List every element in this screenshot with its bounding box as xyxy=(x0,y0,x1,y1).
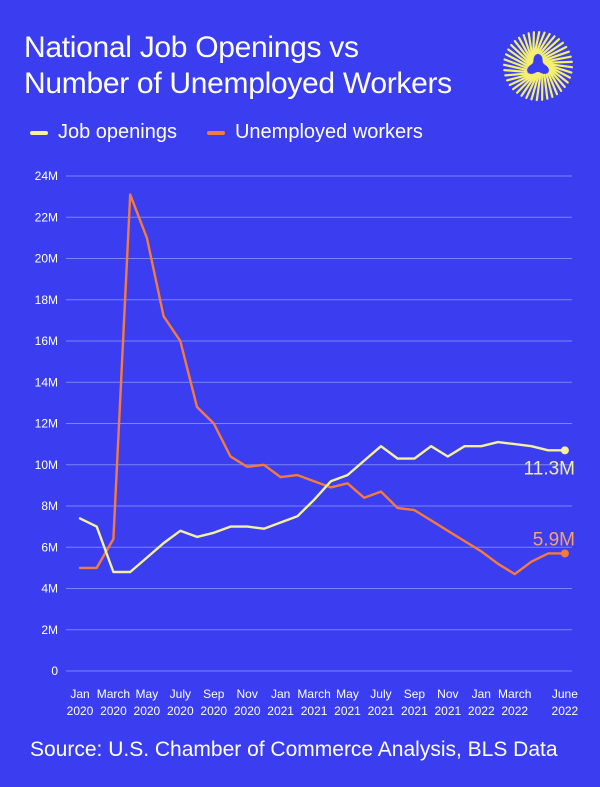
x-tick-label: May xyxy=(336,687,359,701)
series-end-point-unemployed-workers xyxy=(560,549,569,558)
x-tick-label: 2020 xyxy=(100,704,127,718)
sunburst-logo-icon xyxy=(502,30,574,102)
x-tick-label: Nov xyxy=(437,687,458,701)
y-tick-label: 22M xyxy=(35,210,58,224)
x-tick-label: 2022 xyxy=(501,704,528,718)
y-tick-label: 2M xyxy=(41,623,58,637)
end-label-job-openings: 11.3M xyxy=(524,458,575,479)
x-tick-label: 2021 xyxy=(368,704,395,718)
y-tick-label: 16M xyxy=(35,334,58,348)
legend-label-job-openings: Job openings xyxy=(58,121,177,143)
x-tick-label: Nov xyxy=(237,687,258,701)
series-end-point-job-openings xyxy=(560,446,569,455)
x-tick-label: May xyxy=(136,687,159,701)
y-tick-label: 8M xyxy=(41,499,58,513)
x-tick-label: Sep xyxy=(203,687,225,701)
x-tick-label: Sep xyxy=(404,687,426,701)
x-tick-label: Jan xyxy=(271,687,290,701)
series-line-unemployed-workers xyxy=(78,193,567,576)
x-tick-label: 2020 xyxy=(67,704,94,718)
x-tick-label: March xyxy=(97,687,130,701)
y-tick-label: 6M xyxy=(41,540,58,554)
x-tick-label: 2021 xyxy=(267,704,294,718)
x-tick-label: 2021 xyxy=(334,704,361,718)
x-tick-label: 2021 xyxy=(401,704,428,718)
x-tick-label: 2020 xyxy=(134,704,161,718)
x-tick-label: March xyxy=(498,687,531,701)
chart-title: National Job Openings vs Number of Unemp… xyxy=(24,30,494,102)
y-tick-label: 10M xyxy=(35,458,58,472)
y-tick-label: 0 xyxy=(51,664,58,678)
x-tick-label: 2020 xyxy=(234,704,261,718)
x-tick-label: July xyxy=(170,687,191,701)
end-label-unemployed-workers: 5.9M xyxy=(533,529,575,550)
legend-swatch-job-openings xyxy=(30,130,48,135)
x-tick-label: Jan xyxy=(70,687,89,701)
x-tick-label: 2020 xyxy=(167,704,194,718)
y-tick-label: 12M xyxy=(35,417,58,431)
x-tick-label: July xyxy=(370,687,391,701)
y-tick-label: 24M xyxy=(35,169,58,183)
x-tick-label: 2020 xyxy=(200,704,227,718)
series-line-job-openings xyxy=(78,440,567,574)
y-tick-label: 20M xyxy=(35,252,58,266)
x-tick-label: 2021 xyxy=(434,704,461,718)
legend: Job openings Unemployed workers xyxy=(30,121,453,144)
chart-title-line-1: National Job Openings vs xyxy=(24,31,359,64)
source-note: Source: U.S. Chamber of Commerce Analysi… xyxy=(30,738,558,761)
chart-title-line-2: Number of Unemployed Workers xyxy=(24,67,452,100)
x-tick-label: 2022 xyxy=(552,704,579,718)
x-tick-label: March xyxy=(297,687,330,701)
x-tick-label: Jan xyxy=(472,687,491,701)
x-tick-label: 2022 xyxy=(468,704,495,718)
y-tick-label: 4M xyxy=(41,582,58,596)
y-tick-label: 14M xyxy=(35,375,58,389)
legend-swatch-unemployed-workers xyxy=(206,130,225,135)
x-tick-label: 2021 xyxy=(301,704,328,718)
legend-item-unemployed-workers: Unemployed workers xyxy=(206,121,423,144)
x-tick-label: June xyxy=(552,687,578,701)
legend-item-job-openings: Job openings xyxy=(30,121,177,144)
legend-label-unemployed-workers: Unemployed workers xyxy=(234,121,423,143)
y-tick-label: 18M xyxy=(35,293,58,307)
